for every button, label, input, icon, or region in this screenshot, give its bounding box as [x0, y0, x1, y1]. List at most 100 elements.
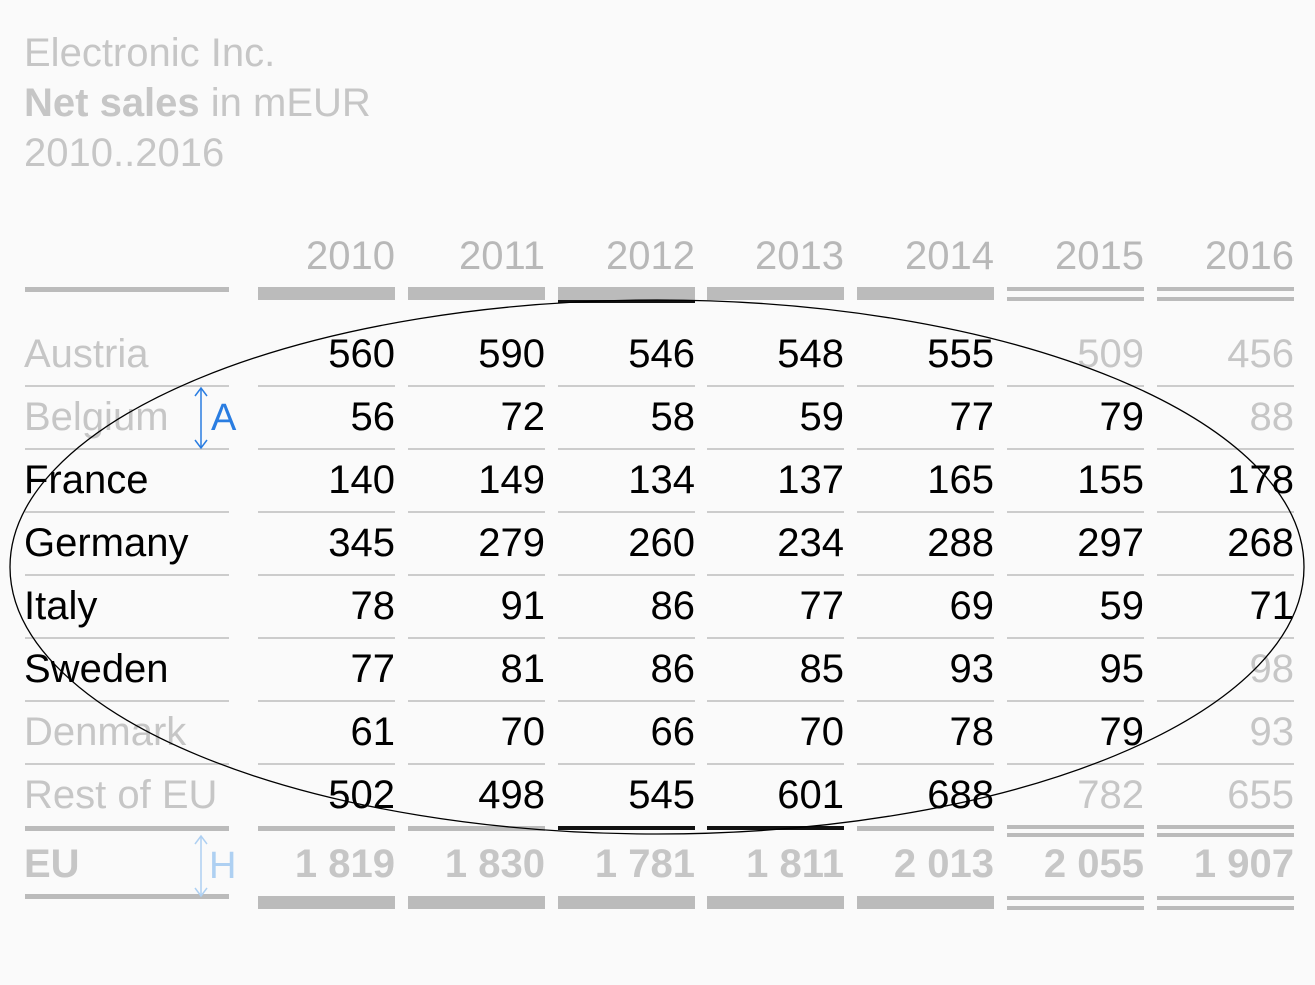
- cell-denmark-2013: 70: [799, 710, 845, 754]
- cell-belgium-2011: 72: [500, 395, 546, 439]
- row-separator-6-2: [558, 763, 695, 765]
- total-2011: 1 830: [444, 842, 545, 886]
- total-top-plan-line-a-2016: [1157, 825, 1294, 829]
- cell-denmark-2016: 93: [1249, 710, 1295, 754]
- focus-ellipse: [9, 299, 1305, 835]
- total-top-line-2011: [408, 826, 545, 831]
- cell-sweden-2014: 93: [949, 647, 995, 691]
- row-separator-1-3: [707, 448, 844, 450]
- cell-italy-2016: 71: [1249, 584, 1295, 628]
- year-header-2013: 2013: [755, 234, 844, 278]
- year-header-2010: 2010: [306, 234, 395, 278]
- cell-france-2013: 137: [777, 458, 844, 502]
- row-separator-3-3: [707, 574, 844, 576]
- cell-belgium-2014: 77: [949, 395, 995, 439]
- total-top-line-2012: [558, 826, 695, 830]
- total-2012: 1 781: [594, 842, 695, 886]
- cell-belgium-2015: 79: [1099, 395, 1145, 439]
- row-separator-5-4: [857, 700, 994, 702]
- row-separator-3-0: [258, 574, 395, 576]
- plan-header-line-top-2016: [1157, 287, 1294, 291]
- row-separator-3-6: [1157, 574, 1294, 576]
- total-top-plan-line-b-2015: [1007, 833, 1144, 837]
- row-separator-6-5: [1007, 763, 1144, 765]
- row-separator-0-4: [857, 385, 994, 387]
- year-header-2011: 2011: [458, 234, 545, 278]
- row-separator-label-0: [25, 385, 229, 387]
- row-height-marker: [194, 386, 208, 450]
- measure-title-bold: Net sales: [24, 81, 200, 125]
- total-2016: 1 907: [1193, 842, 1294, 886]
- row-separator-2-4: [857, 511, 994, 513]
- row-separator-0-2: [558, 385, 695, 387]
- bottom-bar-2011: [408, 896, 545, 909]
- plan-header-line-top-2015: [1007, 287, 1144, 291]
- cell-sweden-2016: 98: [1249, 647, 1295, 691]
- cell-sweden-2013: 85: [799, 647, 845, 691]
- row-separator-2-0: [258, 511, 395, 513]
- row-separator-2-2: [558, 511, 695, 513]
- row-separator-1-2: [558, 448, 695, 450]
- cell-france-2010: 140: [328, 458, 395, 502]
- cell-rest-of-eu-2014: 688: [927, 773, 994, 817]
- row-separator-label-3: [25, 574, 229, 576]
- cell-sweden-2012: 86: [650, 647, 696, 691]
- cell-germany-2013: 234: [777, 521, 844, 565]
- row-separator-4-0: [258, 637, 395, 639]
- bottom-line-label: [25, 894, 229, 899]
- cell-austria-2013: 548: [777, 332, 844, 376]
- bottom-bar-2012: [558, 896, 695, 909]
- company-name: Electronic Inc.: [24, 31, 276, 75]
- cell-belgium-2013: 59: [799, 395, 845, 439]
- cell-denmark-2011: 70: [500, 710, 546, 754]
- cell-rest-of-eu-2011: 498: [478, 773, 545, 817]
- row-separator-2-6: [1157, 511, 1294, 513]
- cell-italy-2015: 59: [1099, 584, 1145, 628]
- row-separator-3-5: [1007, 574, 1144, 576]
- cell-sweden-2015: 95: [1099, 647, 1145, 691]
- cell-germany-2015: 297: [1077, 521, 1144, 565]
- row-label-rest-of-eu: Rest of EU: [24, 773, 218, 817]
- row-label-germany: Germany: [24, 521, 189, 565]
- cell-denmark-2014: 78: [949, 710, 995, 754]
- row-separator-3-2: [558, 574, 695, 576]
- cell-rest-of-eu-2013: 601: [777, 773, 844, 817]
- row-separator-0-3: [707, 385, 844, 387]
- plan-header-line-bottom-2016: [1157, 297, 1294, 301]
- row-label-belgium: Belgium: [24, 395, 169, 439]
- row-separator-6-0: [258, 763, 395, 765]
- row-separator-1-1: [408, 448, 545, 450]
- row-label-italy: Italy: [24, 584, 98, 628]
- row-separator-label-5: [25, 700, 229, 702]
- row-separator-2-5: [1007, 511, 1144, 513]
- row-separator-0-5: [1007, 385, 1144, 387]
- cell-italy-2010: 78: [350, 584, 396, 628]
- row-separator-6-3: [707, 763, 844, 765]
- cell-austria-2016: 456: [1227, 332, 1294, 376]
- header-highlight-2012: [558, 300, 695, 303]
- year-header-2015: 2015: [1055, 234, 1144, 278]
- actual-header-bar-2012: [558, 287, 695, 300]
- cell-austria-2010: 560: [328, 332, 395, 376]
- total-height-marker-label: H: [209, 845, 237, 887]
- year-header-2016: 2016: [1205, 234, 1294, 278]
- row-separator-label-4: [25, 637, 229, 639]
- cell-italy-2013: 77: [799, 584, 845, 628]
- row-separator-0-1: [408, 385, 545, 387]
- row-separator-5-6: [1157, 700, 1294, 702]
- cell-austria-2012: 546: [628, 332, 695, 376]
- row-height-marker-label: A: [211, 397, 237, 439]
- row-label-austria: Austria: [24, 332, 149, 376]
- row-separator-4-3: [707, 637, 844, 639]
- row-separator-5-2: [558, 700, 695, 702]
- row-separator-label-2: [25, 511, 229, 513]
- cell-denmark-2010: 61: [350, 710, 396, 754]
- cell-germany-2016: 268: [1227, 521, 1294, 565]
- cell-sweden-2010: 77: [350, 647, 396, 691]
- actual-header-bar-2011: [408, 287, 545, 300]
- total-2010: 1 819: [294, 842, 395, 886]
- cell-rest-of-eu-2016: 655: [1227, 773, 1294, 817]
- row-separator-5-1: [408, 700, 545, 702]
- cell-germany-2012: 260: [628, 521, 695, 565]
- row-separator-4-2: [558, 637, 695, 639]
